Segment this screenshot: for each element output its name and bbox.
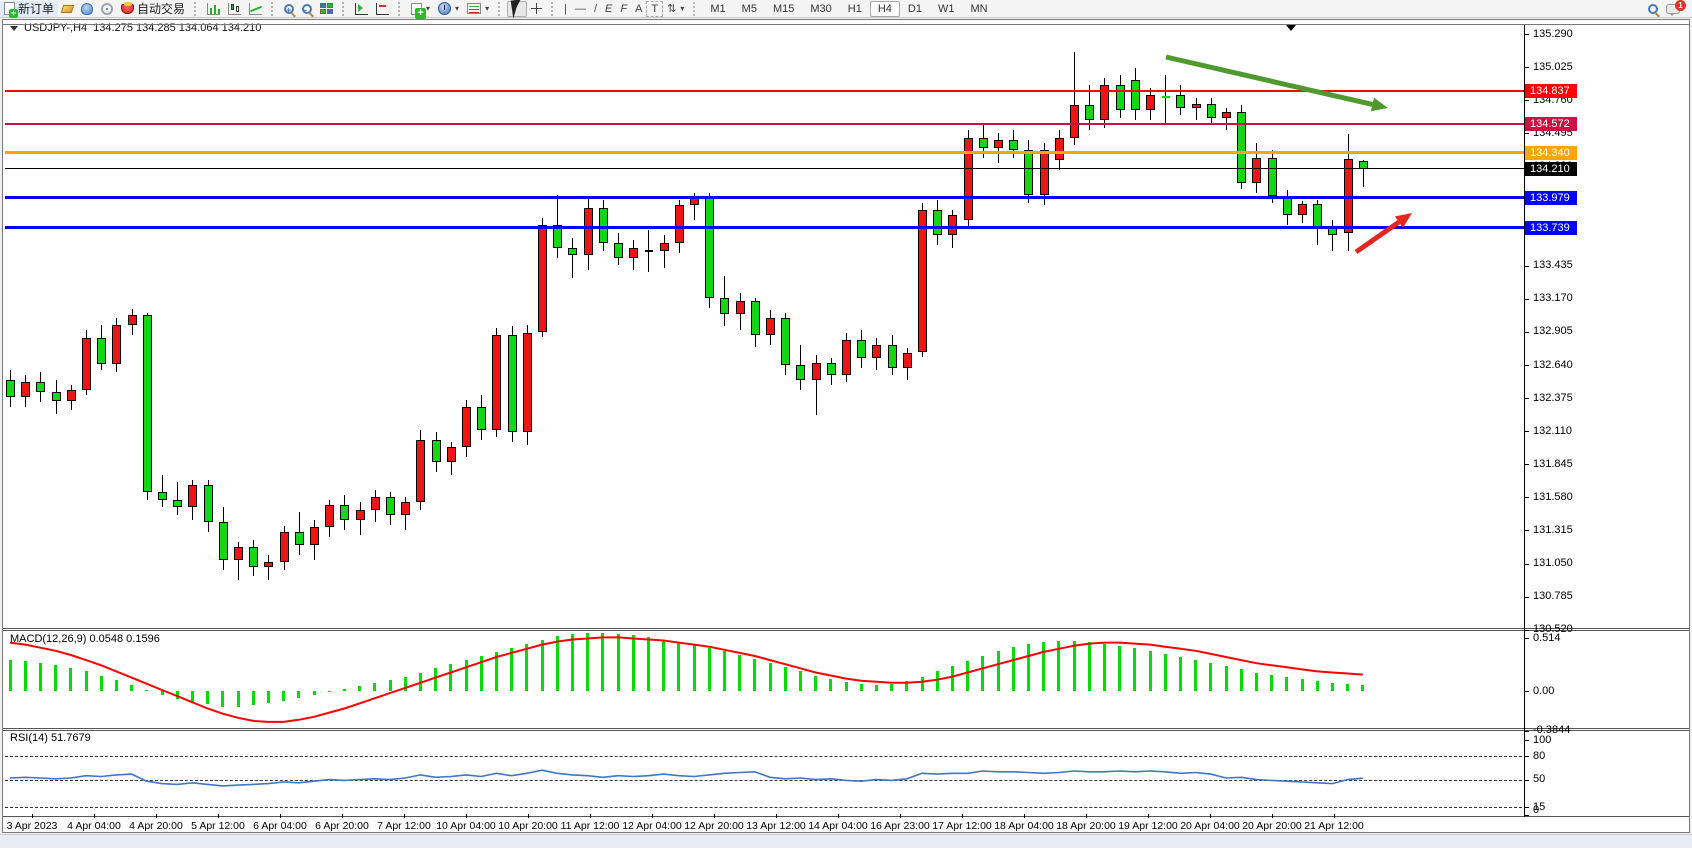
zoom-in-icon: + <box>284 3 295 15</box>
crosshair-tool-button[interactable] <box>527 1 546 17</box>
search-icon <box>1648 3 1658 14</box>
horizontal-line-tool-button[interactable]: — <box>574 2 586 15</box>
timeframe-m15-button[interactable]: M15 <box>772 2 795 15</box>
zoom-in-button[interactable]: + <box>280 1 298 17</box>
chart-title-row: USDJPY-,H4 134.275 134.285 134.064 134.2… <box>10 22 261 34</box>
auto-trading-icon <box>121 1 135 14</box>
template-icon <box>467 3 482 14</box>
new-order-button[interactable]: 新订单 <box>0 0 59 18</box>
label-tool-button[interactable]: T <box>646 0 664 17</box>
status-strip <box>0 834 1692 848</box>
auto-trading-button[interactable]: 自动交易 <box>117 1 189 17</box>
timeframe-h1-button[interactable]: H1 <box>847 2 862 15</box>
auto-scroll-button[interactable] <box>351 1 372 17</box>
tile-windows-icon <box>320 2 334 15</box>
chevron-down-icon: ▾ <box>426 4 431 13</box>
timeframe-mn-button[interactable]: MN <box>970 2 988 15</box>
arrows-tool-button[interactable]: ⇅ ▾ <box>663 1 688 17</box>
templates-button[interactable]: ▾ <box>463 1 493 17</box>
toolbar-separator <box>693 1 699 16</box>
timeframe-h4-button[interactable]: H4 <box>869 0 900 17</box>
zoom-out-button[interactable]: - <box>298 1 316 17</box>
candlestick-chart-button[interactable] <box>224 1 245 17</box>
tile-windows-button[interactable] <box>316 1 337 17</box>
market-depth-icon <box>81 2 94 15</box>
bar-chart-icon <box>207 2 221 15</box>
main-toolbar: 新订单 自动交易 + - ▾ ▾ ▾ | — / E F A T ⇅▾ M1M5… <box>0 0 1692 19</box>
chart-shift-icon <box>376 2 390 15</box>
chevron-down-icon: ▾ <box>485 4 490 13</box>
timeframe-m5-button[interactable]: M5 <box>741 2 757 15</box>
auto-trading-label: 自动交易 <box>137 2 186 16</box>
notifications-button[interactable]: 1 <box>1662 0 1686 17</box>
arrows-icon: ⇅ <box>667 3 677 15</box>
auto-scroll-icon <box>355 2 369 15</box>
periods-button[interactable]: ▾ <box>434 1 463 17</box>
timeframe-m30-button[interactable]: M30 <box>810 2 832 15</box>
new-order-icon <box>4 2 18 18</box>
timeframe-m1-button[interactable]: M1 <box>710 2 726 15</box>
indicators-icon <box>411 2 427 19</box>
search-button[interactable] <box>1644 1 1662 17</box>
line-chart-button[interactable] <box>245 1 266 17</box>
line-chart-icon <box>249 2 263 15</box>
bar-chart-button[interactable] <box>203 1 224 17</box>
indicators-button[interactable]: ▾ <box>407 1 434 19</box>
channel-tool-button[interactable]: E <box>605 2 613 15</box>
chart-menu-triangle-icon[interactable] <box>10 25 18 31</box>
notification-badge: 1 <box>1675 0 1686 11</box>
toolbar-separator <box>271 1 277 16</box>
toolbar-separator <box>551 1 557 16</box>
timeframe-d1-button[interactable]: D1 <box>907 2 922 15</box>
chart-ohlc-quote: 134.275 134.285 134.064 134.210 <box>93 22 262 34</box>
chat-bubble-icon: 1 <box>1666 0 1686 16</box>
highlight-button[interactable] <box>58 1 77 17</box>
timeframe-toolbar: M1 M5 M15 M30 H1 H4 D1 W1 MN <box>702 0 995 17</box>
candlestick-chart-icon <box>228 2 242 15</box>
toolbar-separator <box>498 1 504 16</box>
new-order-label: 新订单 <box>18 2 55 16</box>
text-tool-button[interactable]: A <box>635 2 643 15</box>
toolbar-separator <box>194 1 200 16</box>
cursor-tool-button[interactable] <box>507 0 528 19</box>
crosshair-icon <box>531 3 543 14</box>
toolbar-separator <box>342 1 348 16</box>
signal-icon <box>101 2 114 15</box>
gold-tag-icon <box>60 4 75 13</box>
fibonacci-tool-button[interactable]: F <box>620 2 628 15</box>
chevron-down-icon: ▾ <box>455 4 460 13</box>
chart-symbol-period: USDJPY-,H4 <box>24 22 88 34</box>
signals-button[interactable] <box>97 1 117 17</box>
depth-of-market-button[interactable] <box>77 1 97 17</box>
zoom-out-icon: - <box>302 3 313 15</box>
toolbar-separator <box>398 1 404 16</box>
vertical-line-tool-button[interactable]: | <box>564 2 567 15</box>
chevron-down-icon: ▾ <box>680 4 685 13</box>
clock-icon <box>438 2 452 15</box>
timeframe-w1-button[interactable]: W1 <box>937 2 955 15</box>
chart-shift-button[interactable] <box>372 1 393 17</box>
chart-window[interactable] <box>2 19 1690 833</box>
trendline-tool-button[interactable]: / <box>593 2 597 15</box>
cursor-icon <box>510 0 524 19</box>
